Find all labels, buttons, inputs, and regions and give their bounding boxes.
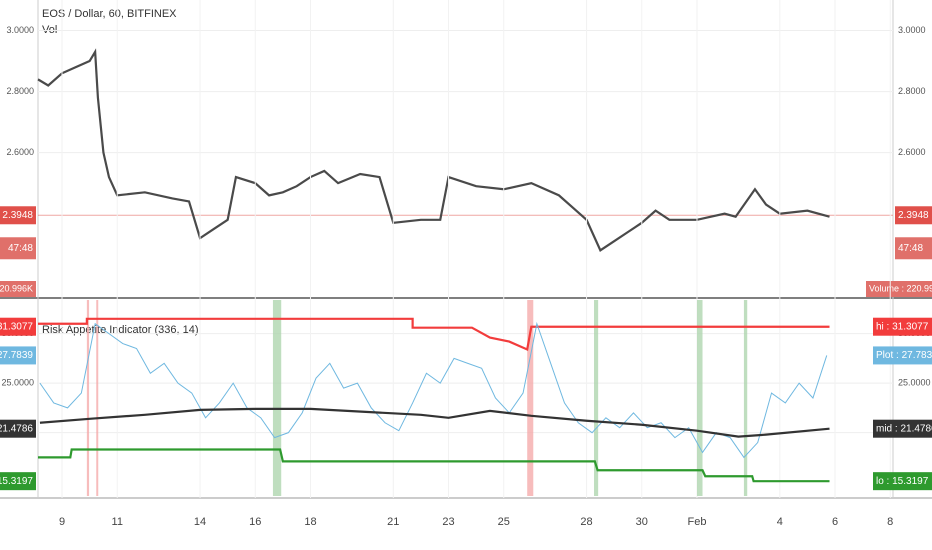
value-badge — [873, 317, 932, 336]
signal-band — [696, 300, 703, 496]
x-tick-label: 8 — [887, 516, 893, 528]
value-badge — [0, 206, 36, 225]
signal-band — [743, 300, 748, 496]
value-badge-label: 2.3948 — [2, 210, 33, 221]
series-line — [37, 48, 830, 252]
value-badge — [895, 206, 932, 225]
x-tick-label: 21 — [387, 516, 399, 528]
series-line — [38, 317, 830, 352]
value-badge-label: 31.3077 — [0, 321, 33, 332]
series-line — [39, 407, 830, 438]
value-badge — [873, 419, 932, 438]
y-tick-label: 25.0000 — [898, 378, 931, 388]
signal-band — [86, 300, 90, 496]
y-tick-label: 3.0000 — [898, 25, 926, 35]
x-tick-label: 30 — [636, 516, 648, 528]
signal-band — [96, 300, 99, 496]
countdown-badge — [0, 237, 36, 260]
value-badge-label: 2.3948 — [898, 210, 929, 221]
x-tick-label: 11 — [112, 516, 123, 528]
series-line — [39, 321, 828, 459]
y-tick-label: 2.6000 — [6, 147, 34, 157]
chart-subtitle: Vol — [42, 24, 57, 36]
x-tick-label: 16 — [249, 516, 261, 528]
value-badge-label: 21.4786 — [0, 423, 33, 434]
value-badge-label: hi : 31.3077 — [876, 321, 929, 332]
x-tick-label: 18 — [304, 516, 316, 528]
value-badge-label: 27.7839 — [0, 350, 33, 361]
value-badge — [0, 472, 36, 491]
signal-band — [527, 300, 534, 496]
volume-badge — [866, 281, 932, 297]
x-tick-label: 23 — [442, 516, 454, 528]
x-tick-label: Feb — [688, 516, 707, 528]
value-badge — [873, 472, 932, 491]
value-badge-label: Plot : 27.7839 — [876, 350, 932, 361]
x-tick-label: 9 — [59, 516, 65, 528]
volume-legend: Volume : 220.996K — [869, 283, 932, 293]
indicator-title: Risk Appetite Indicator (336, 14) — [42, 324, 199, 336]
chart-title: EOS / Dollar, 60, BITFINEX — [42, 8, 177, 20]
y-tick-label: 25.0000 — [1, 378, 34, 388]
volume-label: 220.996K — [0, 283, 33, 293]
value-badge-label: lo : 15.3197 — [876, 476, 929, 487]
x-tick-label: 4 — [777, 516, 783, 528]
value-badge — [873, 346, 932, 365]
y-tick-label: 3.0000 — [6, 25, 34, 35]
volume-badge — [0, 281, 36, 297]
value-badge — [0, 317, 36, 336]
x-tick-label: 6 — [832, 516, 838, 528]
x-tick-label: 14 — [194, 516, 206, 528]
y-tick-label: 2.8000 — [898, 86, 926, 96]
value-badge — [0, 419, 36, 438]
countdown-badge — [895, 237, 932, 260]
y-tick-label: 2.8000 — [6, 86, 34, 96]
value-badge-label: mid : 21.4786 — [876, 423, 932, 434]
signal-band — [594, 300, 599, 496]
countdown: 47:48 — [898, 243, 923, 254]
series-line — [38, 448, 830, 483]
countdown: 47:48 — [8, 243, 33, 254]
x-tick-label: 25 — [498, 516, 510, 528]
value-badge-label: 15.3197 — [0, 476, 33, 487]
signal-band — [272, 300, 282, 496]
x-tick-label: 28 — [580, 516, 592, 528]
y-tick-label: 2.6000 — [898, 147, 926, 157]
value-badge — [0, 346, 36, 365]
